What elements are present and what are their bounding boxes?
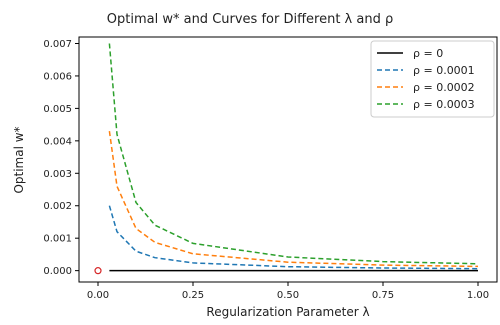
- y-tick-label: 0.003: [43, 169, 72, 180]
- legend-box: [370, 40, 495, 118]
- y-tick-label: 0.000: [43, 266, 72, 277]
- series-line-2: [108, 130, 479, 268]
- series-line-3: [108, 43, 479, 265]
- x-tick-label: 0.00: [87, 290, 109, 301]
- legend-label: ρ = 0.0001: [413, 64, 475, 77]
- x-axis-title: Regularization Parameter λ: [206, 305, 369, 319]
- series-line-1: [108, 205, 479, 270]
- y-tick-label: 0.004: [43, 136, 72, 147]
- legend-label: ρ = 0.0002: [413, 81, 475, 94]
- y-tick-label: 0.007: [43, 39, 72, 50]
- y-tick-label: 0.002: [43, 201, 72, 212]
- y-tick-label: 0.001: [43, 234, 72, 245]
- chart-title: Optimal w* and Curves for Different λ an…: [107, 12, 393, 27]
- x-tick-label: 0.50: [277, 290, 299, 301]
- x-axis: 0.00 0.25 0.50 0.75 1.00: [87, 282, 489, 301]
- y-axis: 0.000 0.001 0.002 0.003 0.004 0.005 0.006 0.007: [43, 39, 79, 277]
- legend-label: ρ = 0: [413, 47, 443, 60]
- legend-label: ρ = 0.0003: [413, 98, 475, 111]
- x-tick-label: 0.25: [182, 290, 204, 301]
- origin-marker: [94, 267, 102, 275]
- x-tick-label: 1.00: [467, 290, 489, 301]
- y-axis-title: Optimal w*: [12, 126, 26, 193]
- y-tick-label: 0.006: [43, 71, 72, 82]
- legend: ρ = 0 ρ = 0.0001 ρ = 0.0002 ρ = 0.0003: [370, 40, 495, 118]
- x-tick-label: 0.75: [372, 290, 394, 301]
- series-layer: [94, 43, 479, 275]
- y-tick-label: 0.005: [43, 104, 72, 115]
